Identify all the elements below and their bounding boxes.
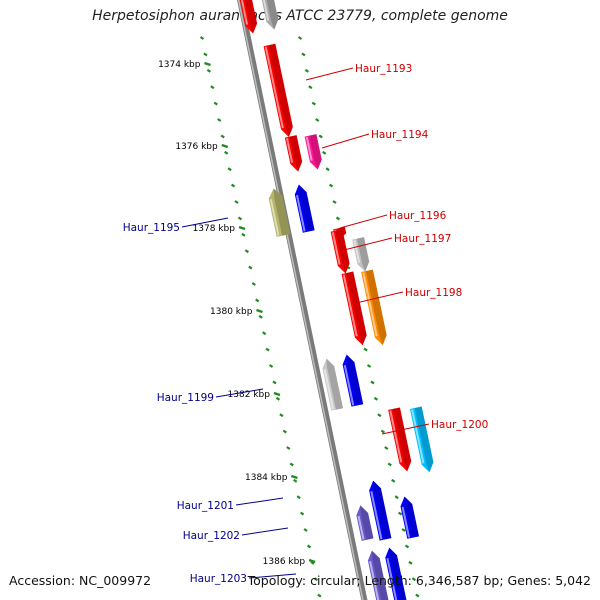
scale-tick-label: 1382 kbp bbox=[228, 390, 271, 400]
gene-label[interactable]: Haur_1196 bbox=[389, 210, 447, 222]
scale-tick bbox=[308, 558, 316, 564]
gene-arrow-haur-1195[interactable] bbox=[267, 187, 291, 237]
scale-tick bbox=[291, 474, 298, 480]
label-leader-line bbox=[355, 291, 404, 304]
scale-tick-label: 1376 kbp bbox=[175, 142, 218, 152]
gene-arrow-haur-1202_partner[interactable] bbox=[399, 495, 420, 539]
scale-tick bbox=[221, 143, 229, 149]
gene-label[interactable]: Haur_1202 bbox=[183, 530, 240, 542]
gene-label[interactable]: Haur_1198 bbox=[405, 287, 462, 299]
label-leader-line bbox=[181, 217, 229, 228]
label-leader-line bbox=[381, 423, 430, 435]
gene-arrow-haur-1200_partner[interactable] bbox=[388, 407, 413, 472]
scale-tick-label: 1378 kbp bbox=[193, 224, 236, 234]
gene-arrow-haur-1194[interactable] bbox=[304, 134, 324, 171]
gene-label[interactable]: Haur_1195 bbox=[123, 222, 180, 234]
gene-arrow-haur-1202[interactable] bbox=[355, 504, 374, 541]
label-leader-line bbox=[241, 527, 289, 536]
gene-arrow-haur-1201[interactable] bbox=[367, 479, 392, 541]
label-leader-line bbox=[339, 214, 388, 229]
gene-arrow-haur-upstream_a[interactable] bbox=[238, 0, 259, 35]
scale-tick-label: 1374 kbp bbox=[158, 60, 201, 70]
backbone bbox=[237, 0, 368, 600]
scale-tick-label: 1386 kbp bbox=[263, 557, 306, 567]
gene-labels: Haur_1193 Haur_1194 Haur_1195 Haur_1196 Haur… bbox=[123, 63, 489, 585]
gene-label[interactable]: Haur_1193 bbox=[355, 63, 412, 75]
accession-text: Accession: NC_009972 bbox=[9, 573, 152, 588]
gene-label[interactable]: Haur_1201 bbox=[177, 500, 234, 512]
gene-arrow-haur-1198[interactable] bbox=[361, 269, 388, 347]
label-leader-line bbox=[321, 133, 370, 149]
gene-arrow-haur-1199[interactable] bbox=[321, 357, 344, 411]
scale-tick bbox=[273, 391, 281, 397]
scale-dots-left: 1374 kbp 1376 kbp 1378 kbp 1380 kbp 1382 kbp… bbox=[158, 36, 322, 598]
gene-arrow-haur-1198_partner[interactable] bbox=[341, 271, 369, 347]
label-leader-line bbox=[215, 388, 264, 398]
genome-title: Herpetosiphon aurantiacus ATCC 23779, co… bbox=[92, 8, 508, 24]
scale-tick bbox=[204, 61, 211, 67]
gene-arrow-haur-1203[interactable] bbox=[383, 546, 408, 600]
gene-arrow-haur-1196[interactable] bbox=[330, 229, 352, 275]
gene-label[interactable]: Haur_1199 bbox=[157, 392, 214, 404]
gene-arrow-haur-1193[interactable] bbox=[263, 43, 295, 138]
gene-arrow-haur-1203_partner[interactable] bbox=[366, 549, 390, 600]
gene-arrow-haur-1197[interactable] bbox=[352, 237, 371, 273]
scale-tick bbox=[238, 225, 246, 231]
gene-arrow-haur-1195_partner[interactable] bbox=[293, 183, 315, 233]
label-leader-line bbox=[343, 237, 393, 251]
label-leader-line bbox=[235, 497, 284, 506]
gene-label[interactable]: Haur_1197 bbox=[394, 233, 451, 245]
scale-tick bbox=[256, 308, 263, 314]
gene-arrow-haur-1194_partner[interactable] bbox=[284, 135, 304, 173]
gene-label[interactable]: Haur_1203 bbox=[190, 573, 247, 585]
scale-tick-label: 1384 kbp bbox=[245, 473, 288, 483]
topology-text: Topology: circular; Length: 6,346,587 bp… bbox=[247, 573, 591, 588]
gene-arrow-haur-1199_partner[interactable] bbox=[341, 353, 364, 407]
gene-arrow-haur-1200[interactable] bbox=[409, 406, 435, 473]
gene-track[interactable] bbox=[238, 0, 435, 600]
gene-arrow-haur-upstream_b[interactable] bbox=[260, 0, 280, 31]
label-leader-line bbox=[248, 573, 297, 579]
label-leader-line bbox=[305, 67, 354, 81]
gene-label[interactable]: Haur_1200 bbox=[431, 419, 488, 431]
scale-tick-label: 1380 kbp bbox=[210, 307, 253, 317]
gene-label[interactable]: Haur_1194 bbox=[371, 129, 429, 141]
